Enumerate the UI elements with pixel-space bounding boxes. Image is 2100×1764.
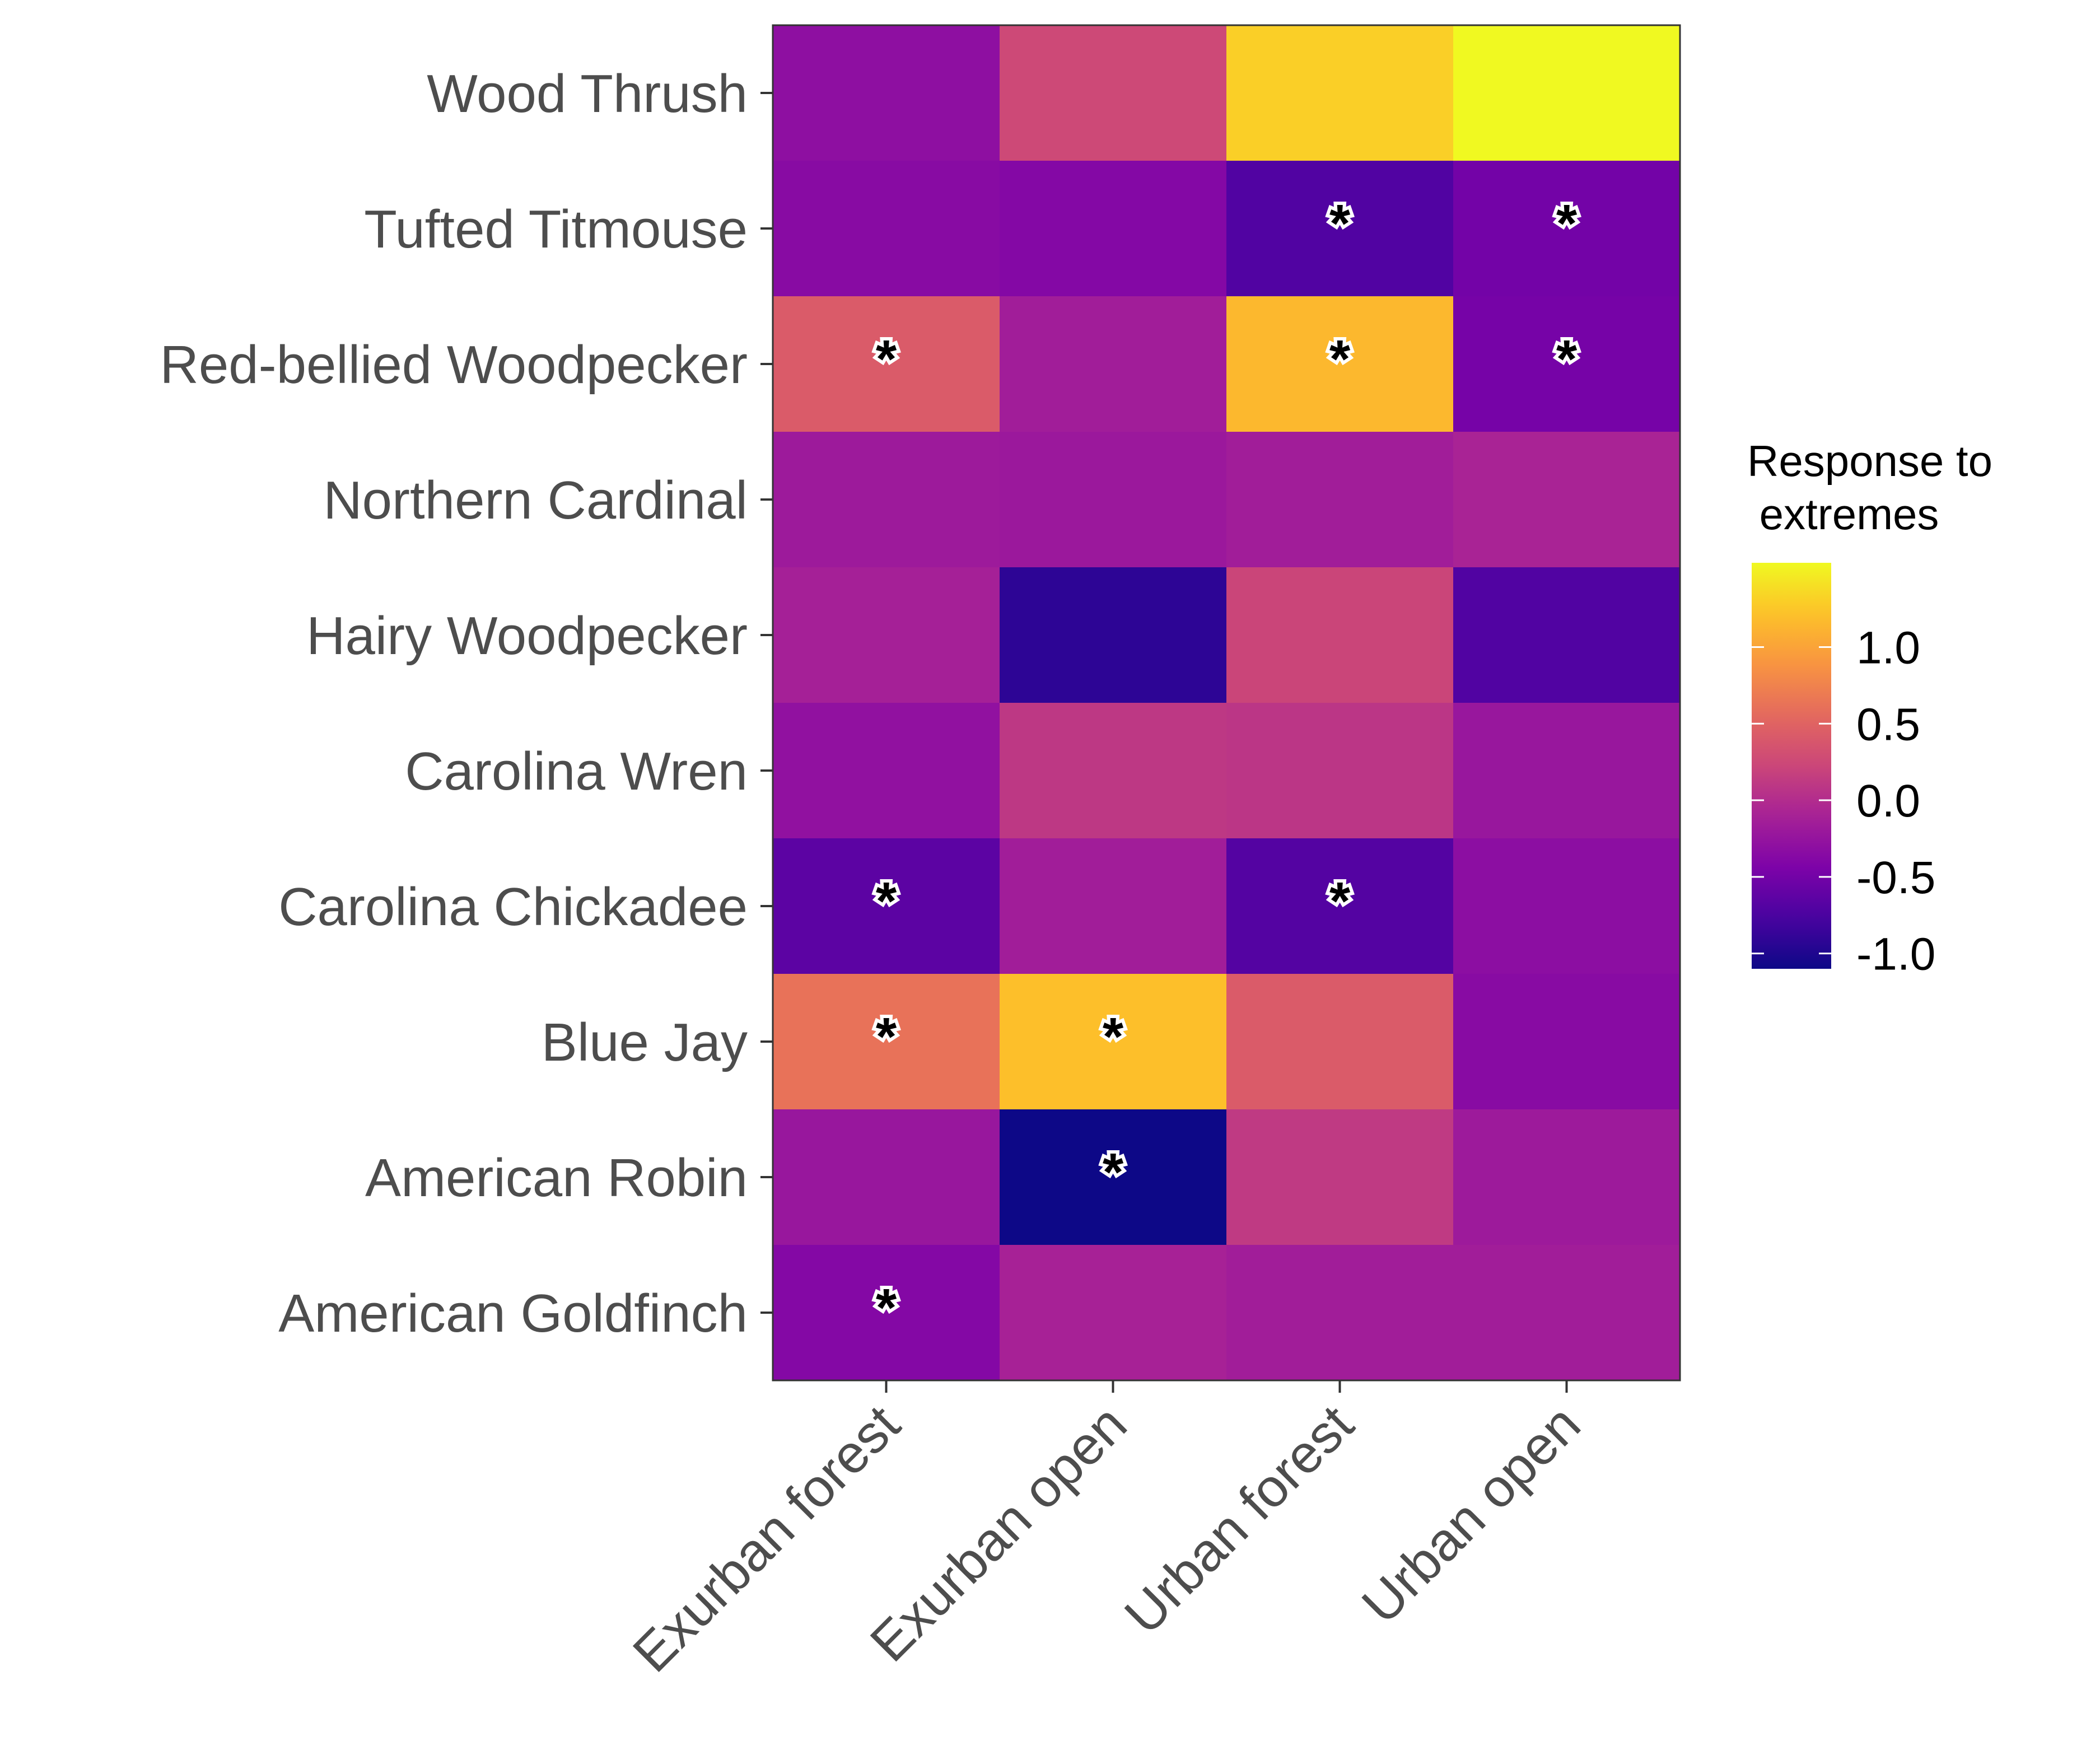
legend-tick-label: 1.0: [1856, 622, 1920, 673]
y-tick-label: Carolina Chickadee: [278, 877, 748, 937]
legend-title-line-2: extremes: [1747, 489, 1939, 539]
heatmap-cell: [1226, 432, 1454, 568]
heatmap-cell: [1000, 567, 1227, 703]
heatmap-cell: [1226, 1245, 1454, 1381]
heatmap-cell: [1453, 838, 1681, 974]
heatmap-cell: [773, 703, 1000, 839]
heatmap-cell: [773, 567, 1000, 703]
legend-ticks: 1.0 0.5 0.0 -0.5 -1.0: [1752, 622, 1935, 980]
heatmap-cell: [773, 838, 1000, 974]
y-tick-label: American Goldfinch: [278, 1284, 748, 1343]
y-axis: Wood Thrush Tufted Titmouse Red-bellied Wo…: [160, 64, 773, 1343]
heatmap-cell: [1226, 703, 1454, 839]
heatmap-cell: [773, 25, 1000, 161]
heatmap-cell: [1000, 432, 1227, 568]
y-tick-label: Blue Jay: [542, 1012, 748, 1072]
color-legend: Response to extremes 1.0 0.5 0.0 -0.5 -1.0: [1747, 436, 1992, 980]
heatmap-cell: [773, 432, 1000, 568]
heatmap-cell: [773, 974, 1000, 1110]
significance-star: *: [1329, 194, 1351, 254]
significance-star: *: [876, 1278, 897, 1338]
heatmap-cells: [773, 25, 1681, 1381]
significance-star: *: [1103, 1007, 1124, 1067]
legend-colorbar: [1752, 563, 1831, 969]
heatmap-cell: [1453, 25, 1681, 161]
heatmap-cell: [1226, 296, 1454, 432]
legend-tick-label: -0.5: [1856, 852, 1935, 903]
significance-star: *: [1103, 1142, 1124, 1202]
heatmap-cell: [1453, 432, 1681, 568]
heatmap-cell: [773, 1245, 1000, 1381]
heatmap-cell: [1000, 1109, 1227, 1245]
heatmap-cell: [1226, 1109, 1454, 1245]
panel-border: [772, 24, 1681, 1382]
heatmap-cell: [1453, 1109, 1681, 1245]
heatmap-cell: [1453, 974, 1681, 1110]
x-tick-label: Urban forest: [1113, 1394, 1365, 1645]
heatmap-cell: [773, 296, 1000, 432]
heatmap-cell: [1453, 1245, 1681, 1381]
y-tick-label: Red-bellied Woodpecker: [160, 335, 748, 395]
heatmap-cell: [1000, 25, 1227, 161]
heatmap-cell: [1453, 703, 1681, 839]
heatmap-cell: [1000, 838, 1227, 974]
significance-star: *: [1556, 194, 1578, 254]
y-tick-label: Carolina Wren: [405, 741, 748, 801]
y-tick-label: Wood Thrush: [427, 64, 748, 124]
significance-star: *: [1329, 329, 1351, 389]
y-tick-label: Tufted Titmouse: [364, 199, 748, 259]
y-tick-label: Hairy Woodpecker: [306, 606, 748, 666]
x-tick-label: Urban open: [1351, 1394, 1592, 1635]
heatmap-cell: [1453, 567, 1681, 703]
y-tick-label: Northern Cardinal: [323, 470, 748, 530]
heatmap-cell: [1453, 161, 1681, 297]
significance-star: *: [1329, 871, 1351, 931]
heatmap-cell: [773, 1109, 1000, 1245]
significance-star: *: [876, 329, 897, 389]
heatmap-cell: [1000, 296, 1227, 432]
heatmap-cell: [1453, 296, 1681, 432]
heatmap-cell: [1000, 161, 1227, 297]
legend-tick-label: -1.0: [1856, 929, 1935, 980]
heatmap-cell: [1000, 703, 1227, 839]
heatmap-cell: [1226, 25, 1454, 161]
heatmap-cell: [1000, 1245, 1227, 1381]
heatmap-cell: [773, 161, 1000, 297]
significance-star: *: [1556, 329, 1578, 389]
significance-markers: * * * * * * * * * * *: [872, 190, 1581, 1341]
heatmap-cell: [1226, 567, 1454, 703]
heatmap-cell: [1226, 838, 1454, 974]
significance-star: *: [876, 871, 897, 931]
significance-star: *: [876, 1007, 897, 1067]
heatmap-cell: [1226, 161, 1454, 297]
legend-tick-label: 0.0: [1856, 776, 1920, 827]
y-tick-label: American Robin: [365, 1148, 748, 1208]
legend-title-line-1: Response to: [1747, 436, 1992, 486]
heatmap-cell: [1226, 974, 1454, 1110]
legend-tick-label: 0.5: [1856, 699, 1920, 750]
heatmap-cell: [1000, 974, 1227, 1110]
